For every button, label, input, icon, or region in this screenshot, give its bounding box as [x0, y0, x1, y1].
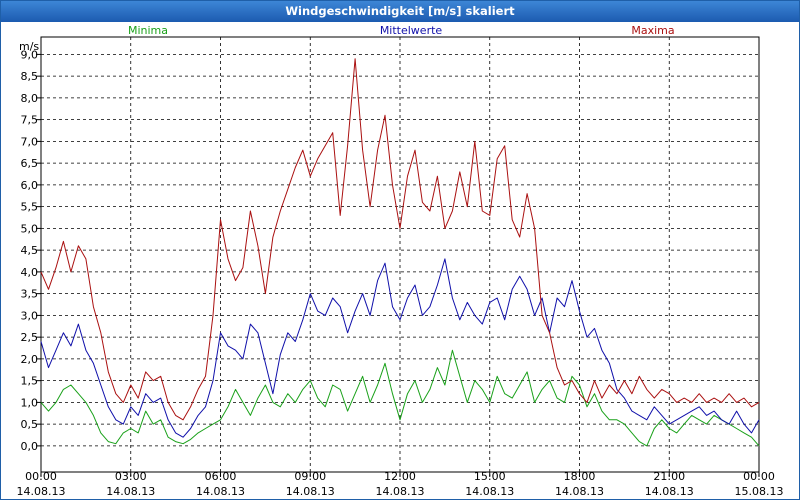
- y-tick-label: 5,5: [21, 201, 39, 214]
- x-tick-time: 15:00: [474, 470, 506, 483]
- legend: Minima Mittelwerte Maxima: [128, 24, 675, 37]
- x-tick-date: 14.08.13: [645, 485, 694, 498]
- y-axis-label: m/s: [19, 40, 39, 53]
- y-tick-label: 3,0: [21, 309, 39, 322]
- y-tick-label: 3,5: [21, 288, 39, 301]
- x-tick-date: 14.08.13: [286, 485, 335, 498]
- x-tick-time: 21:00: [653, 470, 685, 483]
- x-tick-date: 14.08.13: [555, 485, 604, 498]
- grid: [41, 37, 759, 472]
- y-tick-label: 6,5: [21, 157, 39, 170]
- chart-area: m/s 0,0 0,5 1,0 1,5 2,0 2,5 3,0 3,5 4,0 4,5 5,0 5,5…: [17, 24, 784, 498]
- y-tick-label: 1,5: [21, 375, 39, 388]
- x-tick-date: 15.08.13: [735, 485, 784, 498]
- x-tick-time: 18:00: [564, 470, 596, 483]
- series-lines: [40, 58, 760, 447]
- y-tick-label: 9,0: [21, 48, 39, 61]
- y-tick-label: 2,0: [21, 353, 39, 366]
- legend-maxima: Maxima: [631, 24, 674, 37]
- y-tick-label: 7,5: [21, 114, 39, 127]
- legend-minima: Minima: [128, 24, 168, 37]
- x-tick-time: 03:00: [115, 470, 147, 483]
- y-axis: m/s 0,0 0,5 1,0 1,5 2,0 2,5 3,0 3,5 4,0 4,5 5,0 5,5…: [19, 40, 41, 453]
- y-tick-label: 8,5: [21, 70, 39, 83]
- y-tick-label: 5,0: [21, 222, 39, 235]
- y-tick-label: 1,0: [21, 396, 39, 409]
- x-tick-date: 14.08.13: [106, 485, 155, 498]
- x-tick-date: 14.08.13: [376, 485, 425, 498]
- x-axis: 00:00 14.08.13 03:00 14.08.13 06:00 14.08.13 0…: [17, 470, 784, 498]
- y-tick-label: 8,0: [21, 92, 39, 105]
- x-tick-time: 00:00: [743, 470, 775, 483]
- y-tick-label: 4,0: [21, 266, 39, 279]
- series-minima: [40, 349, 760, 447]
- series-maxima: [40, 58, 760, 421]
- x-tick-date: 14.08.13: [465, 485, 514, 498]
- x-tick-date: 14.08.13: [196, 485, 245, 498]
- y-tick-label: 6,0: [21, 179, 39, 192]
- y-tick-label: 0,0: [21, 440, 39, 453]
- x-tick-date: 14.08.13: [17, 485, 66, 498]
- series-mittelwerte: [40, 258, 760, 438]
- y-tick-label: 0,5: [21, 418, 39, 431]
- x-tick-time: 12:00: [384, 470, 416, 483]
- x-tick-time: 09:00: [294, 470, 326, 483]
- y-tick-label: 4,5: [21, 244, 39, 257]
- legend-mittelwerte: Mittelwerte: [380, 24, 443, 37]
- x-tick-time: 06:00: [205, 470, 237, 483]
- window-title: Windgeschwindigkeit [m/s] skaliert: [1, 1, 799, 22]
- x-tick-time: 00:00: [25, 470, 57, 483]
- y-tick-label: 2,5: [21, 331, 39, 344]
- y-tick-label: 7,0: [21, 135, 39, 148]
